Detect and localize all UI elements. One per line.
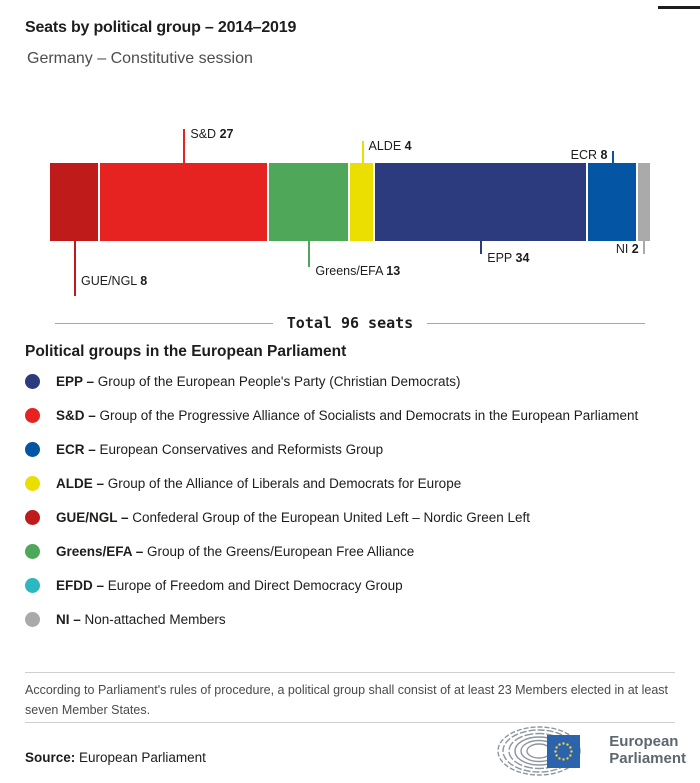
callout-label-alde: ALDE 4 xyxy=(368,139,412,153)
callout-line-alde xyxy=(361,141,364,163)
legend-label: Greens/EFA – Group of the Greens/Europea… xyxy=(56,543,415,559)
legend-list: EPP – Group of the European People's Par… xyxy=(25,364,675,636)
source-label: Source: xyxy=(25,750,76,765)
eu-flag-icon xyxy=(547,735,581,768)
legend-dot-s-d xyxy=(25,407,40,423)
legend-label: EFDD – Europe of Freedom and Direct Demo… xyxy=(56,577,403,593)
logo-line1: European xyxy=(609,733,679,751)
legend-dot-ni xyxy=(25,611,40,627)
european-parliament-logo: European Parliament xyxy=(495,726,686,776)
callout-line-s-d xyxy=(183,129,186,163)
legend-dot-ecr xyxy=(25,441,40,457)
total-seats-label: Total 96 seats xyxy=(286,314,414,332)
legend-label: NI – Non-attached Members xyxy=(56,611,226,627)
bar-segment-alde[interactable] xyxy=(350,163,375,241)
callout-label-s-d: S&D 27 xyxy=(190,127,234,141)
legend-label: EPP – Group of the European People's Par… xyxy=(56,373,461,389)
bar-segment-ecr[interactable] xyxy=(587,163,638,241)
legend-heading: Political groups in the European Parliam… xyxy=(25,343,347,360)
legend-item-s-d: S&D – Group of the Progressive Alliance … xyxy=(25,398,675,432)
legend-item-alde: ALDE – Group of the Alliance of Liberals… xyxy=(25,466,675,500)
callout-line-ecr xyxy=(611,151,614,163)
callout-label-gue-ngl: GUE/NGL 8 xyxy=(81,274,148,288)
legend-item-gue-ngl: GUE/NGL – Confederal Group of the Europe… xyxy=(25,500,675,534)
page-title: Seats by political group – 2014–2019 xyxy=(25,19,297,36)
seat-bar xyxy=(50,163,650,241)
logo-line2: Parliament xyxy=(609,750,686,767)
bar-segment-ni[interactable] xyxy=(637,163,650,241)
parliament-hemicycle-icon xyxy=(497,726,581,776)
legend-item-ecr: ECR – European Conservatives and Reformi… xyxy=(25,432,675,466)
total-rule-left xyxy=(55,322,273,324)
total-rule-right xyxy=(427,322,645,324)
legend-dot-gue-ngl xyxy=(25,509,40,525)
total-seats-row: Total 96 seats xyxy=(55,314,645,332)
footnote-divider-bottom xyxy=(25,722,675,723)
footnote-text: According to Parliament's rules of proce… xyxy=(25,683,668,717)
legend-label: GUE/NGL – Confederal Group of the Europe… xyxy=(56,509,531,525)
legend-item-greens-efa: Greens/EFA – Group of the Greens/Europea… xyxy=(25,534,675,568)
callout-label-greens-efa: Greens/EFA 13 xyxy=(315,264,401,278)
legend-dot-efdd xyxy=(25,577,40,593)
legend-item-ni: NI – Non-attached Members xyxy=(25,602,675,636)
seat-chart: GUE/NGL 8 S&D 27 Greens/EFA 13 ALDE 4 EPP 34… xyxy=(50,110,650,322)
page-subtitle: Germany – Constitutive session xyxy=(27,50,253,67)
legend-dot-alde xyxy=(25,475,40,491)
source-value: European Parliament xyxy=(79,750,206,765)
source-line: Source: European Parliament xyxy=(25,750,206,765)
bar-segment-epp[interactable] xyxy=(375,163,588,241)
bar-segment-s-d[interactable] xyxy=(100,163,269,241)
logo-wordmark: European Parliament xyxy=(609,733,686,768)
corner-dash xyxy=(658,6,700,9)
legend-dot-greens-efa xyxy=(25,543,40,559)
callout-line-ni xyxy=(642,241,645,254)
callout-label-ni: NI 2 xyxy=(615,242,639,256)
legend-label: S&D – Group of the Progressive Alliance … xyxy=(56,407,639,423)
legend-dot-epp xyxy=(25,373,40,389)
bar-segment-greens-efa[interactable] xyxy=(268,163,350,241)
callout-label-ecr: ECR 8 xyxy=(570,148,608,162)
callout-line-greens-efa xyxy=(308,241,311,267)
bar-segment-gue-ngl[interactable] xyxy=(50,163,100,241)
legend-label: ALDE – Group of the Alliance of Liberals… xyxy=(56,475,462,491)
legend-item-efdd: EFDD – Europe of Freedom and Direct Demo… xyxy=(25,568,675,602)
callout-line-epp xyxy=(480,241,483,254)
legend-item-epp: EPP – Group of the European People's Par… xyxy=(25,364,675,398)
callout-line-gue-ngl xyxy=(74,241,76,296)
footnote-divider-top xyxy=(25,672,675,673)
callout-label-epp: EPP 34 xyxy=(487,251,530,265)
legend-label: ECR – European Conservatives and Reformi… xyxy=(56,441,384,457)
